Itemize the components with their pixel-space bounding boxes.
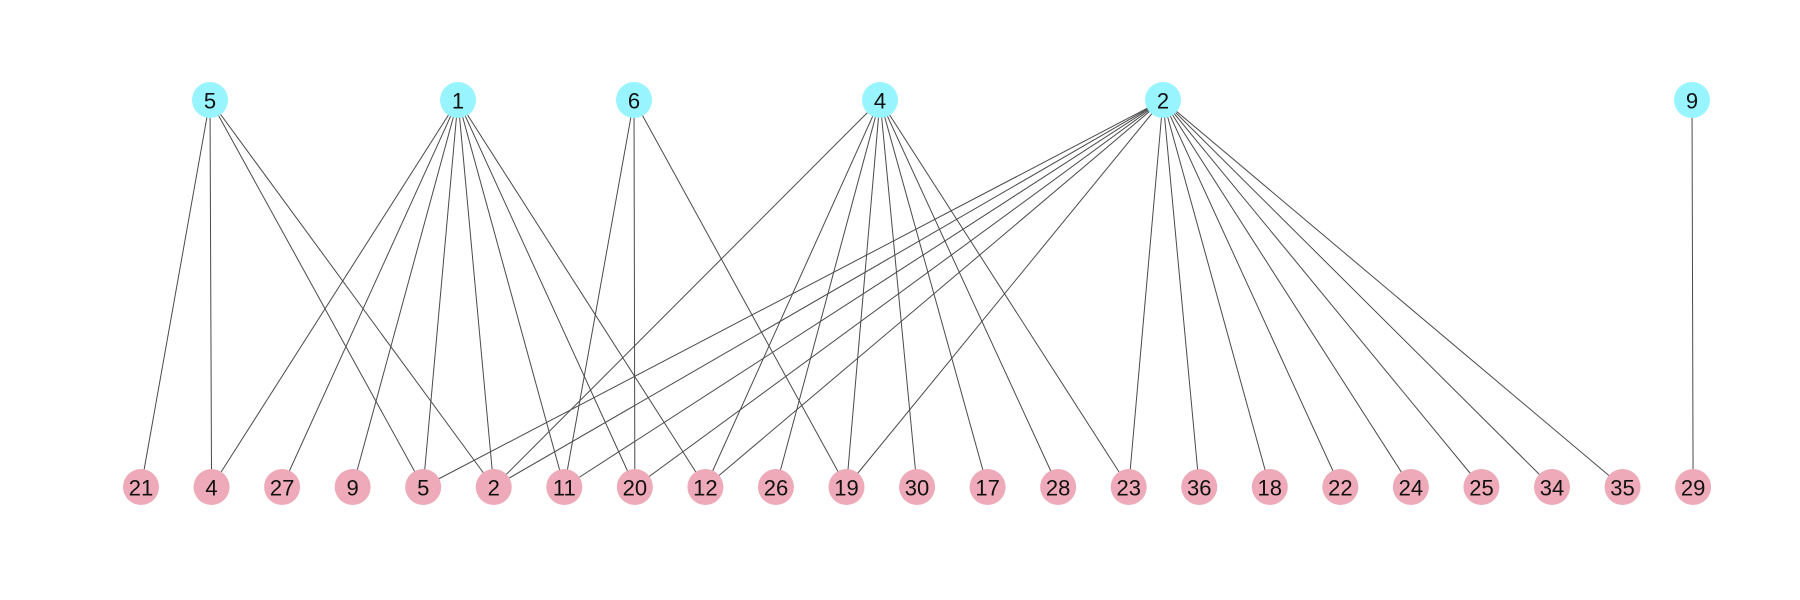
top-node-label: 6 xyxy=(628,89,640,114)
bottom-node-35: 35 xyxy=(1605,469,1641,505)
edge-t2-b5 xyxy=(423,100,1163,487)
edge-t2-b36 xyxy=(1163,100,1199,487)
edge-t5-b5 xyxy=(210,100,423,487)
edge-t1-b20 xyxy=(458,100,635,487)
bottom-node-label: 11 xyxy=(553,476,576,501)
edge-t1-b27 xyxy=(282,100,458,487)
top-node-4: 4 xyxy=(862,82,898,118)
bottom-node-22: 22 xyxy=(1322,469,1358,505)
bottom-node-28: 28 xyxy=(1040,469,1076,505)
bottom-node-20: 20 xyxy=(617,469,653,505)
bottom-node-label: 28 xyxy=(1046,476,1070,501)
bottom-node-label: 5 xyxy=(417,476,429,501)
edge-t2-b18 xyxy=(1163,100,1270,487)
bottom-node-label: 34 xyxy=(1540,476,1564,501)
top-node-5: 5 xyxy=(192,82,228,118)
edge-t2-b2 xyxy=(494,100,1163,487)
edge-t4-b28 xyxy=(880,100,1058,487)
edge-t2-b23 xyxy=(1129,100,1163,487)
bottom-node-2: 2 xyxy=(476,469,512,505)
bottom-node-label: 12 xyxy=(693,476,717,501)
edge-t1-b11 xyxy=(458,100,564,487)
edge-t5-b2 xyxy=(210,100,494,487)
bottom-node-18: 18 xyxy=(1252,469,1288,505)
top-node-label: 5 xyxy=(204,89,216,114)
edge-t1-b5 xyxy=(423,100,458,487)
bottom-node-label: 4 xyxy=(205,476,217,501)
edge-t2-b25 xyxy=(1163,100,1481,487)
bottom-node-36: 36 xyxy=(1181,469,1217,505)
bottom-node-11: 11 xyxy=(546,469,582,505)
top-node-label: 2 xyxy=(1157,89,1169,114)
bottom-node-26: 26 xyxy=(758,469,794,505)
bottom-node-label: 35 xyxy=(1610,476,1634,501)
edge-t2-b11 xyxy=(564,100,1163,487)
nodes-layer: 5 1 6 4 2 921 4 27 9 5 2 11 20 12 26 19 30 17 28 23 36 18 22 24… xyxy=(123,82,1711,505)
bottom-node-label: 18 xyxy=(1258,476,1282,501)
edge-t5-b21 xyxy=(141,100,210,487)
top-node-2: 2 xyxy=(1145,82,1181,118)
bottom-node-label: 26 xyxy=(764,476,788,501)
top-node-9: 9 xyxy=(1674,82,1710,118)
edge-t6-b11 xyxy=(564,100,634,487)
edge-t2-b35 xyxy=(1163,100,1623,487)
edge-t1-b4 xyxy=(212,100,458,487)
bottom-node-17: 17 xyxy=(970,469,1006,505)
bottom-node-21: 21 xyxy=(123,469,159,505)
bottom-node-label: 25 xyxy=(1469,476,1493,501)
bottom-node-9: 9 xyxy=(335,469,371,505)
bottom-node-34: 34 xyxy=(1534,469,1570,505)
top-node-6: 6 xyxy=(616,82,652,118)
edge-t2-b12 xyxy=(705,100,1163,487)
bottom-node-25: 25 xyxy=(1463,469,1499,505)
edge-t2-b19 xyxy=(847,100,1164,487)
bottom-node-5: 5 xyxy=(405,469,441,505)
bottom-node-27: 27 xyxy=(264,469,300,505)
bottom-node-12: 12 xyxy=(687,469,723,505)
top-node-label: 4 xyxy=(874,89,886,114)
bottom-node-label: 20 xyxy=(623,476,647,501)
edge-t6-b20 xyxy=(634,100,635,487)
edge-t1-b2 xyxy=(458,100,494,487)
edge-t6-b19 xyxy=(634,100,847,487)
bottom-node-label: 36 xyxy=(1187,476,1211,501)
edges-layer xyxy=(141,100,1693,487)
top-node-1: 1 xyxy=(440,82,476,118)
top-node-label: 1 xyxy=(452,89,464,114)
bottom-node-label: 27 xyxy=(270,476,294,501)
bottom-node-label: 23 xyxy=(1116,476,1140,501)
edge-t9-b29 xyxy=(1692,100,1693,487)
edge-t4-b2 xyxy=(494,100,880,487)
bottom-node-24: 24 xyxy=(1393,469,1429,505)
bottom-node-label: 2 xyxy=(488,476,500,501)
bottom-node-label: 29 xyxy=(1681,476,1705,501)
bottom-node-29: 29 xyxy=(1675,469,1711,505)
bottom-node-23: 23 xyxy=(1111,469,1147,505)
bottom-node-label: 22 xyxy=(1328,476,1352,501)
edge-t2-b22 xyxy=(1163,100,1340,487)
edge-t2-b34 xyxy=(1163,100,1552,487)
edge-t2-b24 xyxy=(1163,100,1411,487)
bottom-node-label: 19 xyxy=(834,476,858,501)
bottom-node-label: 30 xyxy=(905,476,929,501)
edge-t5-b4 xyxy=(210,100,212,487)
edge-t1-b9 xyxy=(353,100,458,487)
bottom-node-30: 30 xyxy=(899,469,935,505)
bottom-node-4: 4 xyxy=(194,469,230,505)
edge-t1-b12 xyxy=(458,100,705,487)
bottom-node-label: 17 xyxy=(975,476,999,501)
bottom-node-label: 24 xyxy=(1399,476,1423,501)
top-node-label: 9 xyxy=(1686,89,1698,114)
bottom-node-label: 21 xyxy=(129,476,153,501)
edge-t2-b20 xyxy=(635,100,1163,487)
bottom-node-label: 9 xyxy=(347,476,359,501)
bottom-node-19: 19 xyxy=(829,469,865,505)
